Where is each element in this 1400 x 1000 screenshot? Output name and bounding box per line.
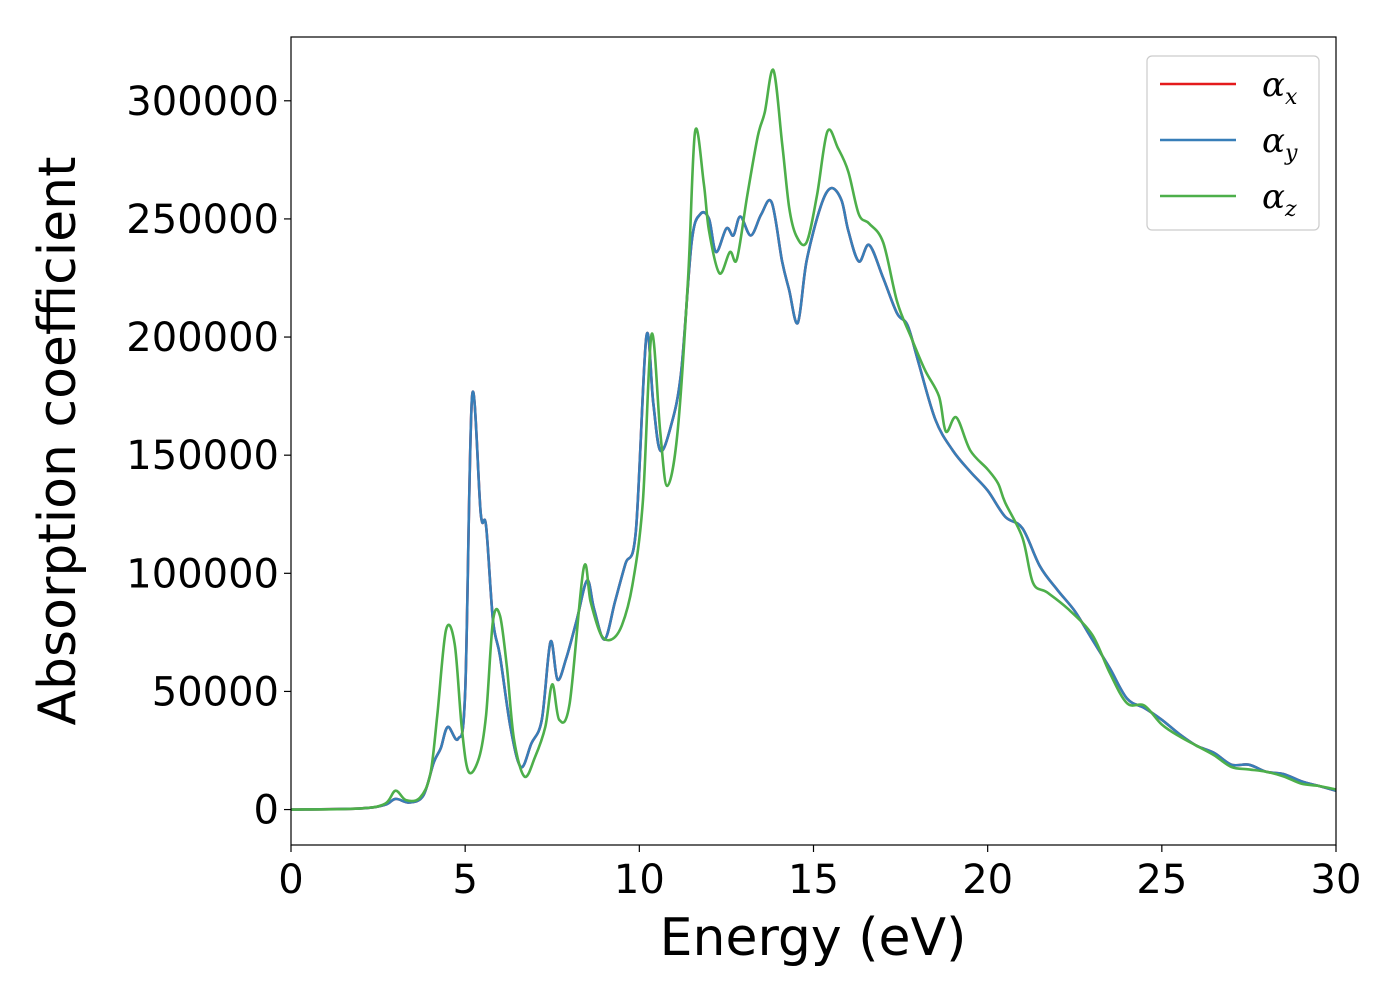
x-axis-label: Energy (eV): [660, 908, 967, 968]
series-layer: [290, 68, 1337, 811]
y-tick-label: 0: [254, 788, 279, 834]
y-tick-label: 250000: [126, 197, 279, 243]
x-tick-label: 0: [278, 857, 303, 903]
series-line-x: [290, 186, 1337, 811]
x-tick-label: 25: [1136, 857, 1187, 903]
x-tick-label: 30: [1311, 857, 1362, 903]
y-tick-label: 100000: [126, 551, 279, 597]
x-tick-label: 10: [614, 857, 665, 903]
x-axis: 0 5 10 15 20 25 30: [278, 845, 1361, 903]
x-tick-label: 15: [788, 857, 839, 903]
legend-box: [1146, 55, 1320, 231]
y-tick-label: 300000: [126, 79, 279, 125]
x-tick-label: 5: [452, 857, 477, 903]
y-tick-label: 200000: [126, 315, 279, 361]
y-axis-label: Absorption coefficient: [28, 156, 88, 725]
x-tick-label: 20: [962, 857, 1013, 903]
y-tick-label: 150000: [126, 433, 279, 479]
series-line-z: [290, 68, 1337, 811]
legend-label-z: αz: [1262, 177, 1297, 222]
series-line-y: [290, 186, 1337, 811]
y-tick-label: 50000: [152, 669, 279, 715]
y-axis: 0 50000 100000 150000 200000 250000 300000: [126, 79, 291, 834]
